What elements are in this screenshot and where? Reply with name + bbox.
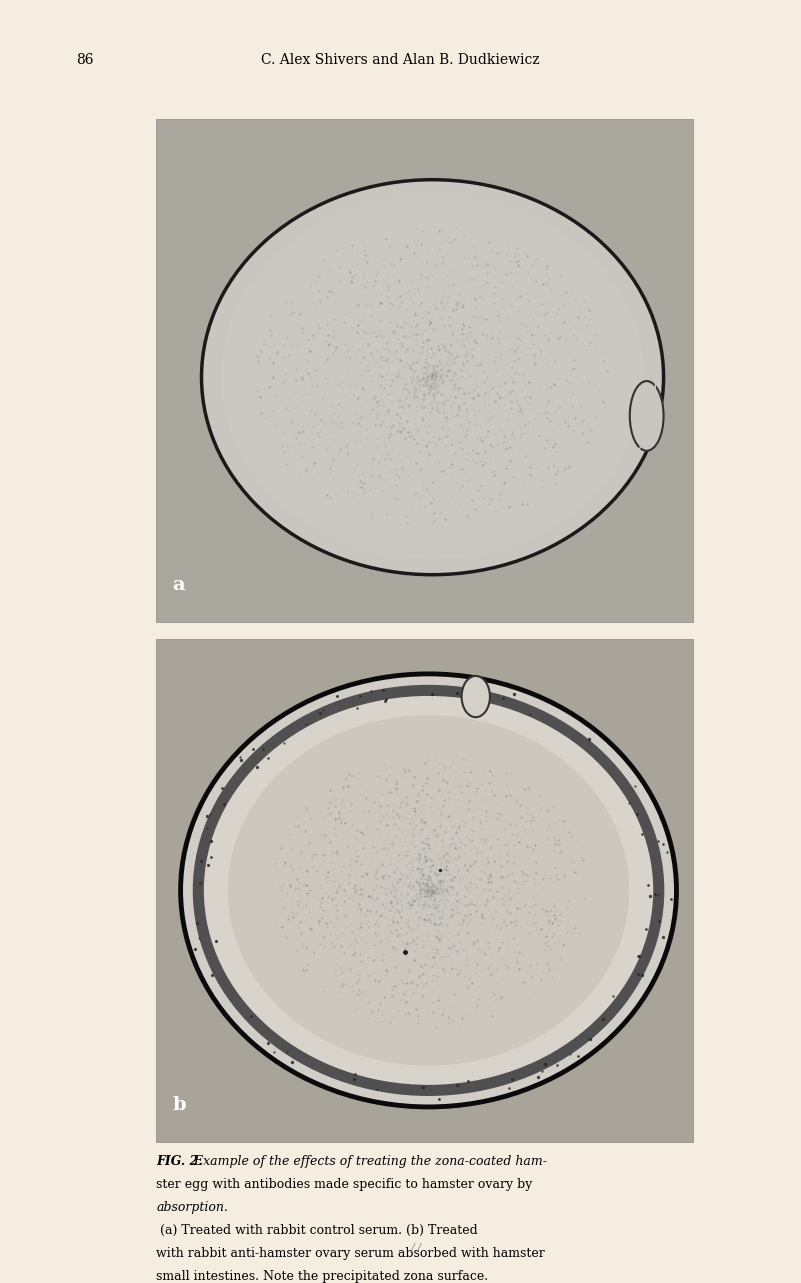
- Text: with rabbit anti-hamster ovary serum absorbed with hamster: with rabbit anti-hamster ovary serum abs…: [156, 1247, 545, 1260]
- Bar: [156, 119, 693, 622]
- Ellipse shape: [461, 676, 490, 717]
- Text: small intestines. Note the precipitated zona surface.: small intestines. Note the precipitated …: [156, 1270, 489, 1283]
- Text: absorption.: absorption.: [156, 1201, 228, 1214]
- Ellipse shape: [220, 195, 645, 559]
- Text: b: b: [172, 1096, 186, 1114]
- Ellipse shape: [227, 715, 630, 1066]
- Ellipse shape: [180, 674, 677, 1107]
- Text: (a) Treated with rabbit control serum. (b) Treated: (a) Treated with rabbit control serum. (…: [156, 1224, 478, 1237]
- Ellipse shape: [202, 180, 663, 575]
- Bar: [156, 639, 693, 1142]
- Text: ster egg with antibodies made specific to hamster ovary by: ster egg with antibodies made specific t…: [156, 1178, 533, 1191]
- Ellipse shape: [630, 381, 663, 450]
- Text: C. Alex Shivers and Alan B. Dudkiewicz: C. Alex Shivers and Alan B. Dudkiewicz: [261, 54, 540, 67]
- Text: 86: 86: [76, 54, 94, 67]
- Ellipse shape: [199, 690, 658, 1091]
- Text: / /: / /: [411, 1243, 422, 1253]
- Text: FIG. 2.: FIG. 2.: [156, 1155, 203, 1168]
- Text: Example of the effects of treating the zona-coated ham-: Example of the effects of treating the z…: [190, 1155, 547, 1168]
- Text: a: a: [172, 576, 185, 594]
